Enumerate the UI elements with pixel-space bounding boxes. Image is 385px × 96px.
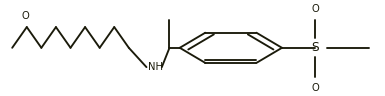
Text: O: O — [22, 11, 29, 21]
Text: NH: NH — [148, 62, 163, 72]
Text: S: S — [311, 41, 319, 54]
Text: O: O — [311, 83, 319, 93]
Text: O: O — [311, 4, 319, 14]
